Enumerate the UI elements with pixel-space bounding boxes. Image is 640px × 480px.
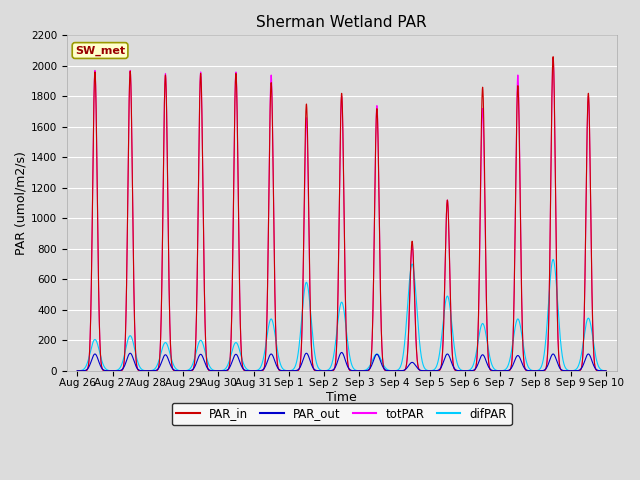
PAR_out [554, 360, 561, 365]
difPAR [276, 359, 284, 365]
totPAR [74, 368, 81, 373]
Legend: PAR_in, PAR_out, totPAR, difPAR: PAR_in, PAR_out, totPAR, difPAR [172, 403, 512, 425]
PAR_out [276, 367, 284, 373]
Text: SW_met: SW_met [75, 46, 125, 56]
PAR_in [549, 54, 557, 60]
PAR_out [551, 353, 559, 359]
Line: difPAR: difPAR [77, 260, 606, 371]
Line: PAR_out: PAR_out [77, 352, 606, 371]
difPAR [549, 257, 557, 263]
Title: Sherman Wetland PAR: Sherman Wetland PAR [257, 15, 427, 30]
PAR_in [551, 124, 559, 130]
difPAR [404, 296, 412, 301]
totPAR [574, 368, 582, 373]
totPAR [602, 368, 610, 373]
totPAR [549, 55, 557, 61]
PAR_out [74, 368, 81, 373]
Line: totPAR: totPAR [77, 58, 606, 371]
PAR_in [137, 368, 145, 373]
PAR_in [554, 305, 561, 311]
Line: PAR_in: PAR_in [77, 57, 606, 371]
difPAR [137, 365, 145, 371]
Y-axis label: PAR (umol/m2/s): PAR (umol/m2/s) [15, 151, 28, 255]
totPAR [276, 368, 284, 373]
PAR_in [276, 368, 284, 373]
PAR_in [602, 368, 610, 373]
difPAR [602, 368, 610, 373]
totPAR [551, 125, 559, 131]
X-axis label: Time: Time [326, 391, 357, 404]
totPAR [137, 368, 145, 373]
PAR_in [574, 368, 582, 373]
difPAR [551, 264, 559, 269]
totPAR [404, 341, 412, 347]
totPAR [554, 305, 561, 311]
PAR_out [602, 368, 610, 373]
difPAR [554, 293, 561, 299]
difPAR [74, 368, 81, 373]
difPAR [574, 364, 582, 370]
PAR_in [404, 340, 412, 346]
PAR_in [74, 368, 81, 373]
PAR_out [137, 368, 145, 373]
PAR_out [338, 349, 346, 355]
PAR_out [574, 368, 582, 373]
PAR_out [404, 363, 412, 369]
